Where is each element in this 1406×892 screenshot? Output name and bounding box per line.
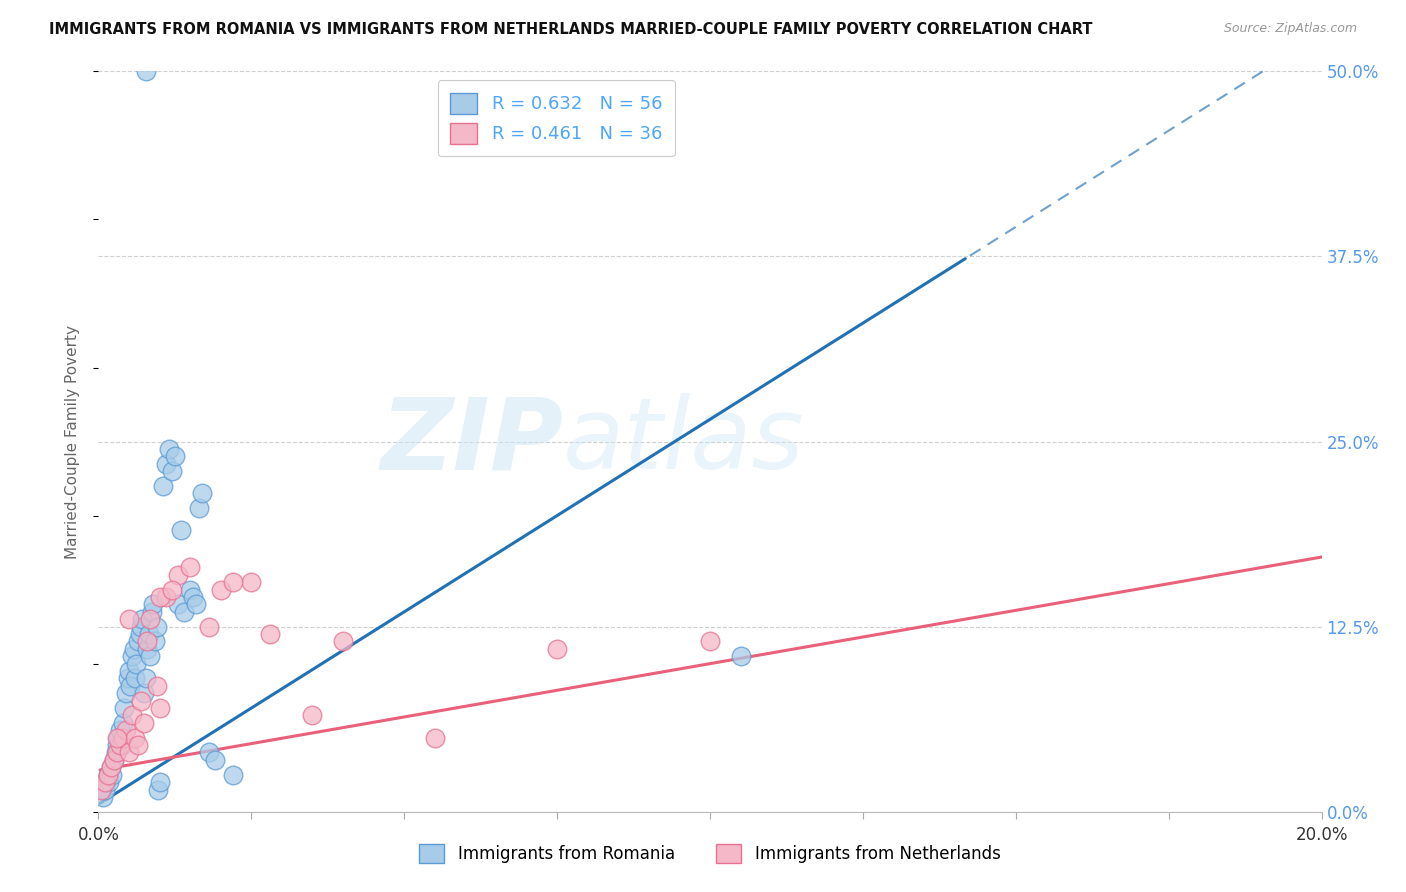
Point [143,634,166,648]
Point [173,605,195,619]
Point [121,649,143,664]
Point [423,731,446,745]
Y-axis label: Married-Couple Family Poverty: Married-Couple Family Poverty [65,325,80,558]
Point [105,731,128,745]
Point [222,767,245,781]
Point [131,612,153,626]
Point [129,627,152,641]
Point [112,701,135,715]
Point [142,598,165,612]
Point [332,634,354,648]
Point [107,731,129,745]
Point [93,782,115,797]
Point [98,775,121,789]
Point [167,567,190,582]
Point [90,782,112,797]
Point [204,753,226,767]
Point [145,619,167,633]
Point [120,679,142,693]
Point [91,789,114,804]
Point [209,582,232,597]
Point [148,782,170,797]
Point [135,672,157,686]
Point [118,746,141,760]
Point [546,641,568,656]
Point [111,715,134,730]
Point [240,575,263,590]
Point [134,686,156,700]
Point [124,672,146,686]
Point [139,612,162,626]
Point [181,590,204,604]
Point [191,486,214,500]
Point [155,590,177,604]
Point [136,641,159,656]
Text: ZIP: ZIP [380,393,564,490]
Point [157,442,180,456]
Point [155,457,177,471]
Point [186,598,208,612]
Point [103,753,125,767]
Point [97,767,120,781]
Point [160,582,183,597]
Point [115,686,138,700]
Point [125,657,148,671]
Point [108,723,131,738]
Point [103,753,125,767]
Point [301,708,323,723]
Point [167,598,190,612]
Point [129,619,152,633]
Point [121,708,143,723]
Point [145,679,167,693]
Point [152,479,174,493]
Point [149,775,172,789]
Point [127,634,149,648]
Point [170,524,193,538]
Point [188,501,211,516]
Point [259,627,281,641]
Point [222,575,245,590]
Point [129,694,152,708]
Point [111,731,134,745]
Point [149,590,172,604]
Point [197,746,219,760]
Point [179,582,201,597]
Point [100,760,122,774]
Point [730,649,752,664]
Point [163,450,186,464]
Point [100,760,122,774]
Point [118,664,141,678]
Point [104,746,127,760]
Point [118,612,141,626]
Point [115,723,138,738]
Point [135,64,157,78]
Point [136,634,159,648]
Point [134,715,156,730]
Point [179,560,201,574]
Point [197,619,219,633]
Point [94,775,117,789]
Point [138,627,160,641]
Text: Source: ZipAtlas.com: Source: ZipAtlas.com [1223,22,1357,36]
Point [105,738,128,752]
Point [127,738,149,752]
Text: IMMIGRANTS FROM ROMANIA VS IMMIGRANTS FROM NETHERLANDS MARRIED-COUPLE FAMILY POV: IMMIGRANTS FROM ROMANIA VS IMMIGRANTS FR… [49,22,1092,37]
Point [124,731,146,745]
Legend: Immigrants from Romania, Immigrants from Netherlands: Immigrants from Romania, Immigrants from… [413,838,1007,870]
Point [160,464,183,478]
Point [141,605,163,619]
Text: atlas: atlas [564,393,804,490]
Point [93,775,115,789]
Point [101,767,124,781]
Point [97,767,120,781]
Point [122,641,145,656]
Point [117,672,139,686]
Point [108,738,131,752]
Point [105,746,128,760]
Point [139,649,162,664]
Point [149,701,172,715]
Point [111,738,134,752]
Point [699,634,721,648]
